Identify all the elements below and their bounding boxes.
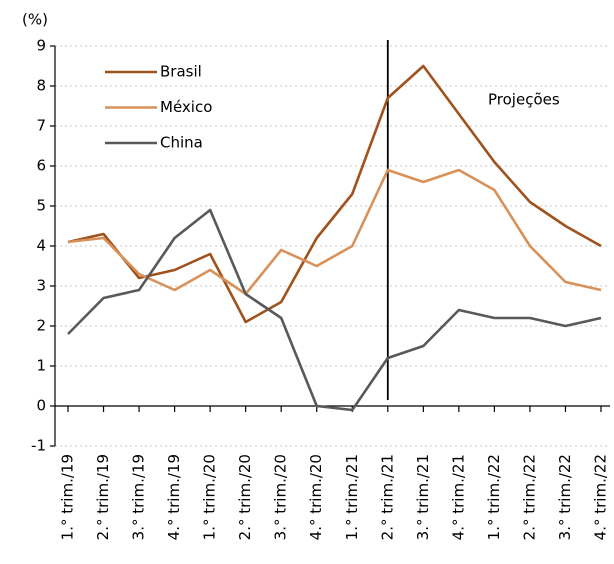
x-tick-label: 4.° trim./22	[592, 454, 610, 540]
y-tick-label: -1	[31, 437, 46, 455]
series-line	[67, 64, 602, 324]
x-tick-label: 2.° trim./19	[94, 454, 112, 540]
legend-label: México	[160, 98, 212, 116]
x-tick-label: 2.° trim./20	[236, 454, 254, 540]
x-tick-label: 4.° trim./20	[307, 454, 325, 540]
x-tick-label: 2.° trim./21	[378, 454, 396, 540]
x-tick-label: 3.° trim./20	[272, 454, 290, 540]
annotation: Projeções	[488, 91, 560, 109]
y-tick-label: 5	[36, 197, 46, 215]
x-tick-label: 1.° trim./22	[485, 454, 503, 540]
y-tick-label: 6	[36, 157, 46, 175]
x-tick-label: 1.° trim./20	[201, 454, 219, 540]
y-tick-label: 1	[36, 357, 46, 375]
y-tick-label: 7	[36, 117, 46, 135]
legend-label: China	[160, 134, 203, 152]
series-line	[67, 208, 602, 412]
x-tick-label: 1.° trim./21	[343, 454, 361, 540]
x-tick-label: 3.° trim./22	[556, 454, 574, 540]
y-unit-label: (%)	[22, 11, 48, 29]
x-tick-label: 3.° trim./19	[130, 454, 148, 540]
x-tick-label: 4.° trim./21	[449, 454, 467, 540]
y-tick-label: 9	[36, 37, 46, 55]
series-line	[67, 168, 602, 296]
x-tick-label: 2.° trim./22	[520, 454, 538, 540]
legend-label: Brasil	[160, 63, 202, 81]
x-tick-label: 3.° trim./21	[414, 454, 432, 540]
y-tick-label: 4	[36, 237, 46, 255]
y-tick-label: 8	[36, 77, 46, 95]
y-tick-label: 3	[36, 277, 46, 295]
x-tick-label: 1.° trim./19	[59, 454, 77, 540]
y-tick-label: 0	[36, 397, 46, 415]
y-tick-label: 2	[36, 317, 46, 335]
x-tick-label: 4.° trim./19	[165, 454, 183, 540]
